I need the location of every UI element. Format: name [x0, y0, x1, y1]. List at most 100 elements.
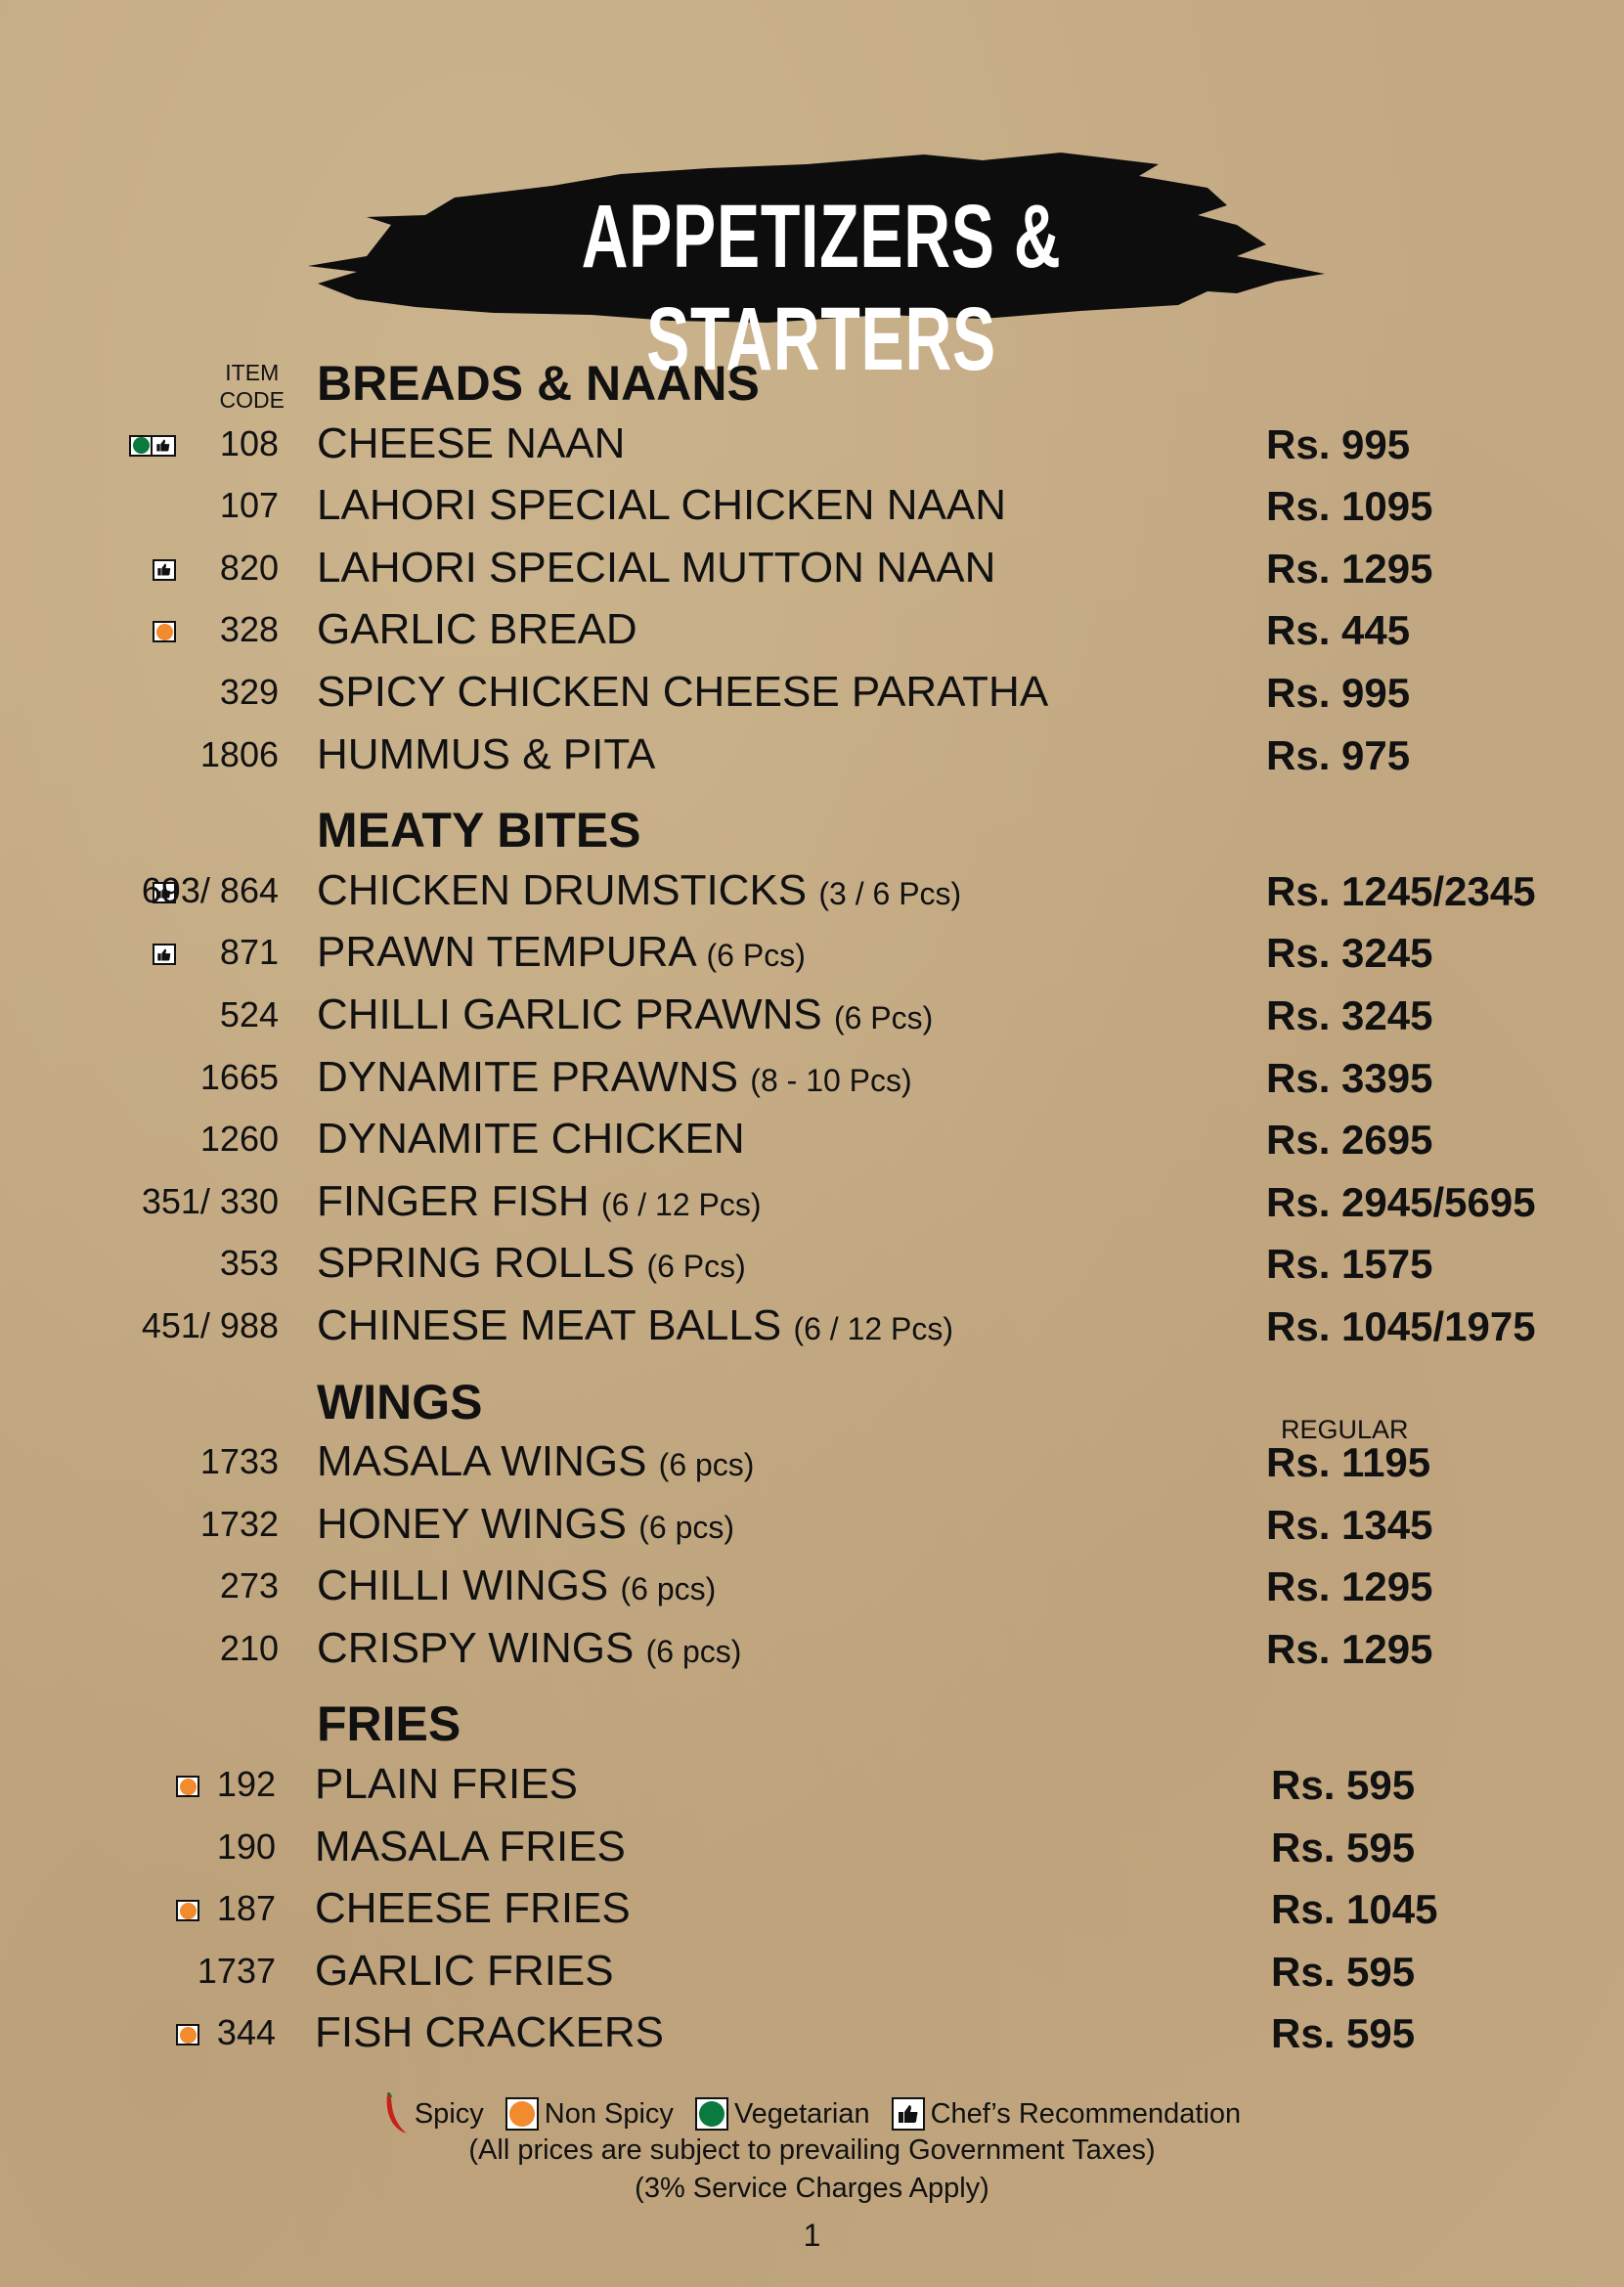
- item-portion: (6 / 12 Pcs): [600, 1186, 762, 1222]
- menu-list: ITEM CODE BREADS & NAANS 108 CHEESE NAAN Rs.…: [0, 351, 1624, 2065]
- item-code: 329: [219, 671, 279, 712]
- menu-item: 353 SPRING ROLLS (6 Pcs) Rs. 1575: [0, 1233, 1624, 1296]
- legend-vegetarian: Vegetarian: [694, 2097, 870, 2131]
- menu-item: 1732 HONEY WINGS (6 pcs) Rs. 1345: [0, 1494, 1624, 1557]
- item-name: CHINESE MEAT BALLS (6 / 12 Pcs): [317, 1300, 954, 1349]
- section-title: FRIES: [317, 1696, 461, 1752]
- item-code: 1806: [199, 733, 279, 774]
- menu-item: 1665 DYNAMITE PRAWNS (8 - 10 Pcs) Rs. 3395: [0, 1047, 1624, 1110]
- item-code: 192: [216, 1764, 276, 1805]
- item-price: Rs. 1045: [1271, 1886, 1438, 1933]
- item-name: PLAIN FRIES: [315, 1760, 578, 1809]
- vegetarian-icon: [129, 434, 153, 457]
- item-code: 1733: [199, 1441, 279, 1482]
- menu-item: 273 CHILLI WINGS (6 pcs) Rs. 1295: [0, 1556, 1624, 1618]
- legend-spicy-label: Spicy: [414, 2097, 484, 2130]
- item-name: MASALA WINGS (6 pcs): [317, 1437, 755, 1486]
- item-code: 1732: [199, 1503, 279, 1544]
- menu-item: 108 CHEESE NAAN Rs. 995: [0, 414, 1624, 476]
- item-price: Rs. 2695: [1266, 1117, 1433, 1164]
- menu-item: 1733 MASALA WINGS (6 pcs) Rs. 1195: [0, 1431, 1624, 1494]
- item-price: Rs. 3395: [1266, 1054, 1433, 1101]
- thumbs-up-icon: [153, 944, 176, 966]
- legend-vegetarian-label: Vegetarian: [733, 2097, 870, 2130]
- item-price: Rs. 3245: [1266, 930, 1433, 977]
- legend-non-spicy: Non Spicy: [505, 2097, 674, 2131]
- item-price: Rs. 975: [1266, 731, 1411, 778]
- item-code: 273: [219, 1565, 279, 1606]
- item-code: 187: [216, 1888, 276, 1929]
- item-name: SPICY CHICKEN CHEESE PARATHA: [317, 667, 1049, 716]
- item-code: 524: [219, 993, 279, 1034]
- menu-item: 187 CHEESE FRIES Rs. 1045: [0, 1878, 1624, 1941]
- item-name: DYNAMITE CHICKEN: [317, 1115, 745, 1164]
- item-portion: (6 / 12 Pcs): [793, 1310, 954, 1346]
- item-price: Rs. 445: [1266, 607, 1411, 654]
- menu-item: 107 LAHORI SPECIAL CHICKEN NAAN Rs. 1095: [0, 475, 1624, 538]
- item-icons: [153, 944, 176, 966]
- thumbs-up-icon: [891, 2097, 925, 2131]
- menu-item: 351/ 330 FINGER FISH (6 / 12 Pcs) Rs. 2945…: [0, 1171, 1624, 1234]
- menu-item: 344 FISH CRACKERS Rs. 595: [0, 2002, 1624, 2065]
- menu-item: 192 PLAIN FRIES Rs. 595: [0, 1754, 1624, 1817]
- menu-item: 329 SPICY CHICKEN CHEESE PARATHA Rs. 995: [0, 662, 1624, 725]
- tax-note: (All prices are subject to prevailing Go…: [468, 2134, 1156, 2166]
- item-portion: (6 Pcs): [833, 999, 934, 1035]
- item-code: 210: [219, 1627, 279, 1668]
- menu-item: 451/ 988 CHINESE MEAT BALLS (6 / 12 Pcs) R…: [0, 1296, 1624, 1358]
- item-name: GARLIC BREAD: [317, 605, 637, 654]
- item-name: MASALA FRIES: [315, 1822, 626, 1870]
- page-number: 1: [803, 2218, 821, 2253]
- menu-item: 693/ 864 CHICKEN DRUMSTICKS (3 / 6 Pcs) Rs…: [0, 860, 1624, 923]
- item-icons: [153, 881, 176, 903]
- menu-item: 1737 GARLIC FRIES Rs. 595: [0, 1941, 1624, 2003]
- non-spicy-icon: [176, 2024, 199, 2046]
- item-price: Rs. 595: [1271, 1948, 1416, 1995]
- legend-chef: Chef’s Recommendation: [891, 2097, 1241, 2131]
- item-icons: [176, 1900, 199, 1922]
- item-name: CHILLI GARLIC PRAWNS (6 Pcs): [317, 990, 934, 1038]
- item-name: CHEESE FRIES: [315, 1884, 631, 1933]
- item-icons: [153, 558, 176, 581]
- menu-item: 328 GARLIC BREAD Rs. 445: [0, 599, 1624, 662]
- service-charge-note: (3% Service Charges Apply): [635, 2173, 989, 2204]
- item-name: HONEY WINGS (6 pcs): [317, 1499, 735, 1548]
- thumbs-up-icon: [153, 434, 176, 457]
- item-price: Rs. 1195: [1266, 1439, 1431, 1486]
- section-header: WINGS REGULAR: [0, 1370, 1624, 1444]
- legend-spicy: Spicy: [383, 2092, 484, 2135]
- item-name: CHEESE NAAN: [317, 418, 626, 467]
- menu-item: 524 CHILLI GARLIC PRAWNS (6 Pcs) Rs. 3245: [0, 985, 1624, 1047]
- item-code: 328: [219, 609, 279, 650]
- item-icons: [153, 621, 176, 643]
- menu-item: 1260 DYNAMITE CHICKEN Rs. 2695: [0, 1109, 1624, 1171]
- item-portion: (3 / 6 Pcs): [818, 875, 962, 911]
- item-code: 107: [219, 485, 279, 526]
- item-price: Rs. 595: [1271, 1824, 1416, 1870]
- menu-item: 871 PRAWN TEMPURA (6 Pcs) Rs. 3245: [0, 922, 1624, 985]
- item-price: Rs. 995: [1266, 420, 1411, 467]
- menu-item: 820 LAHORI SPECIAL MUTTON NAAN Rs. 1295: [0, 538, 1624, 600]
- non-spicy-icon: [153, 621, 176, 643]
- title-banner: APPETIZERS & STARTERS: [298, 147, 1344, 389]
- item-price: Rs. 595: [1271, 1762, 1416, 1809]
- item-portion: (6 pcs): [658, 1447, 755, 1483]
- non-spicy-icon: [176, 1776, 199, 1798]
- item-code: 871: [219, 932, 279, 973]
- item-name: CRISPY WINGS (6 pcs): [317, 1623, 742, 1672]
- item-price: Rs. 1345: [1266, 1501, 1433, 1548]
- item-code: 693/ 864: [141, 869, 279, 910]
- item-price: Rs. 1295: [1266, 545, 1433, 592]
- item-code: 353: [219, 1243, 279, 1284]
- item-code: 108: [219, 422, 279, 463]
- item-code: 1665: [199, 1056, 279, 1097]
- item-name: HUMMUS & PITA: [317, 729, 656, 778]
- chili-icon: [386, 2092, 407, 2133]
- menu-item: 190 MASALA FRIES Rs. 595: [0, 1817, 1624, 1879]
- item-icons: [129, 434, 176, 457]
- item-portion: (6 Pcs): [646, 1249, 746, 1285]
- vegetarian-icon: [694, 2097, 728, 2131]
- section-title: WINGS: [317, 1374, 483, 1429]
- section-title: BREADS & NAANS: [317, 356, 760, 411]
- non-spicy-icon: [176, 1900, 199, 1922]
